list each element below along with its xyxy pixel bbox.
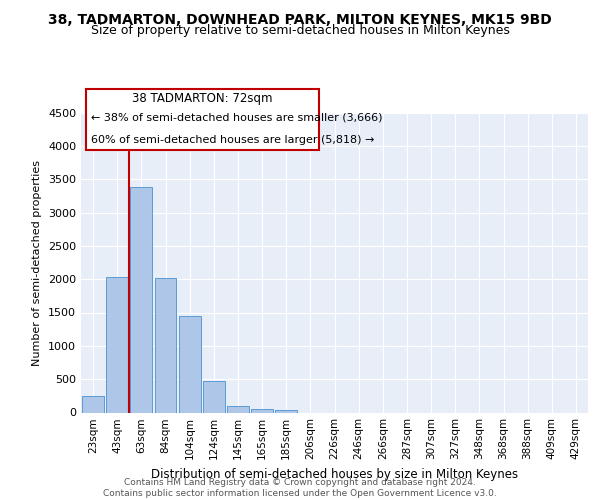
Text: 60% of semi-detached houses are larger (5,818) →: 60% of semi-detached houses are larger (… xyxy=(91,135,374,145)
Text: Contains HM Land Registry data © Crown copyright and database right 2024.
Contai: Contains HM Land Registry data © Crown c… xyxy=(103,478,497,498)
Bar xyxy=(106,276,128,412)
Y-axis label: Number of semi-detached properties: Number of semi-detached properties xyxy=(32,160,43,366)
Text: Size of property relative to semi-detached houses in Milton Keynes: Size of property relative to semi-detach… xyxy=(91,24,509,37)
Text: ← 38% of semi-detached houses are smaller (3,666): ← 38% of semi-detached houses are smalle… xyxy=(91,112,383,122)
Text: 38, TADMARTON, DOWNHEAD PARK, MILTON KEYNES, MK15 9BD: 38, TADMARTON, DOWNHEAD PARK, MILTON KEY… xyxy=(48,12,552,26)
Bar xyxy=(155,278,176,412)
Bar xyxy=(179,316,200,412)
Bar xyxy=(130,187,152,412)
Bar xyxy=(203,380,224,412)
Bar xyxy=(227,406,249,412)
FancyBboxPatch shape xyxy=(86,88,319,150)
Bar xyxy=(251,409,273,412)
Text: 38 TADMARTON: 72sqm: 38 TADMARTON: 72sqm xyxy=(133,92,273,104)
Bar xyxy=(275,410,297,412)
Bar xyxy=(82,396,104,412)
X-axis label: Distribution of semi-detached houses by size in Milton Keynes: Distribution of semi-detached houses by … xyxy=(151,468,518,481)
